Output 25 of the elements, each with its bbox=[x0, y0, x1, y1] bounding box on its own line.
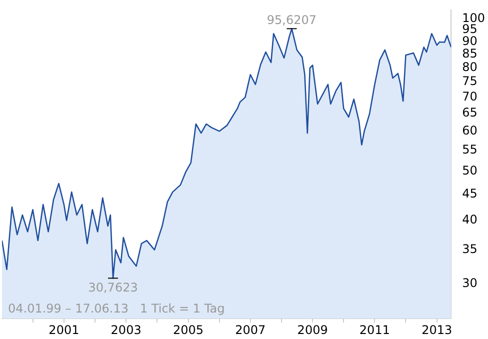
x-tick-label: 2011 bbox=[359, 322, 390, 337]
annotation: 04.01.99 – 17.06.13 1 Tick = 1 Tag bbox=[8, 302, 225, 316]
y-tick-label: 60 bbox=[462, 123, 478, 138]
x-tick-label: 2007 bbox=[235, 322, 266, 337]
x-tick-label: 2001 bbox=[48, 322, 80, 337]
y-tick-label: 65 bbox=[462, 106, 478, 120]
y-tick-label: 35 bbox=[462, 242, 478, 256]
y-tick-label: 70 bbox=[462, 89, 478, 104]
y-tick-label: 80 bbox=[462, 60, 478, 74]
annotation: 30,7623 bbox=[88, 280, 138, 294]
y-tick-label: 95 bbox=[462, 22, 478, 36]
annotation: 95,6207 bbox=[266, 12, 317, 27]
y-tick-label: 90 bbox=[462, 34, 478, 48]
y-tick-label: 85 bbox=[462, 46, 478, 61]
x-tick-label: 2013 bbox=[422, 322, 452, 337]
y-tick-label: 45 bbox=[462, 186, 478, 201]
y-tick-label: 75 bbox=[462, 74, 478, 88]
y-tick-label: 40 bbox=[462, 212, 478, 227]
x-tick-label: 2003 bbox=[110, 322, 142, 337]
x-tick-label: 2009 bbox=[297, 322, 328, 337]
y-tick-label: 55 bbox=[462, 142, 478, 156]
x-tick-label: 2005 bbox=[172, 322, 204, 337]
y-tick-label: 100 bbox=[462, 10, 485, 25]
y-tick-label: 50 bbox=[462, 163, 478, 178]
y-tick-label: 30 bbox=[462, 276, 478, 290]
